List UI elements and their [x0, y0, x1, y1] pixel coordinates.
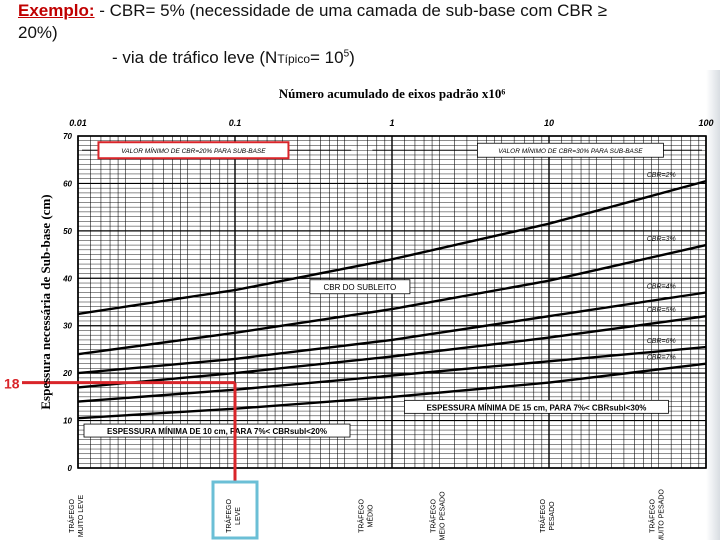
x-tick-label: 100	[698, 118, 713, 128]
min-cbr-left-box	[97, 141, 290, 160]
traffic-category-top: TRÁFEGO	[357, 499, 366, 533]
y-tick-label: 20	[62, 369, 72, 378]
y-tick-label: 30	[63, 322, 72, 331]
cbr-curves: CBR=2% CBR=3% CBR=4% CBR=5% CBR=6% CBR=7%	[77, 172, 707, 420]
curve-label: CBR=3%	[647, 236, 676, 243]
min-thickness-right-box	[404, 399, 669, 414]
traffic-category-top: TRÁFEGO	[67, 499, 76, 533]
curve-line	[77, 291, 707, 375]
subgrade-label: CBR DO SUBLEITO	[324, 283, 397, 292]
traffic-category-top: TRÁFEGO	[648, 499, 657, 533]
traffic-category: TRÁFEGO MUITO PESADO	[648, 489, 666, 540]
curve-label: CBR=2%	[647, 172, 676, 179]
slide-header: Exemplo: - CBR= 5% (necessidade de uma c…	[18, 0, 718, 44]
chart-title: Número acumulado de eixos padrão x10⁶	[279, 86, 506, 101]
min-cbr-left-label: VALOR MÍNIMO DE CBR=20% PARA SUB-BASE	[121, 146, 266, 155]
example-label: Exemplo:	[18, 1, 95, 20]
curve-line	[77, 362, 707, 420]
traffic-category-bottom: MUITO PESADO	[659, 489, 666, 540]
sub-prefix: - via de tráfico leve (N	[112, 48, 278, 67]
traffic-category-bottom: MÉDIO	[366, 504, 375, 528]
min-thickness-left-label: ESPESSURA MÍNIMA DE 10 cm, PARA 7%< CBRs…	[107, 427, 327, 436]
chart-grid	[77, 135, 707, 469]
traffic-category-bottom: LEVE	[235, 507, 242, 525]
y-tick-label: 60	[63, 179, 72, 188]
sub-close: )	[349, 48, 355, 67]
y-tick-label: 0	[68, 464, 73, 473]
x-tick-label: 0.01	[69, 118, 87, 128]
curve-label: CBR=4%	[647, 284, 676, 291]
example-text: - CBR= 5% (necessidade de uma camada de …	[94, 1, 608, 20]
plot-frame	[77, 135, 707, 469]
traffic-subtitle: - via de tráfico leve (NTípico= 105)	[112, 48, 355, 68]
sub-small: Típico	[277, 52, 311, 66]
chart-annotations: CBR DO SUBLEITO VALOR MÍNIMO DE CBR=20% P…	[4, 141, 702, 540]
y-axis-label: Espessura necessária de Sub-base (cm)	[38, 194, 53, 409]
min-thickness-right-label: ESPESSURA MÍNIMA DE 15 cm, PARA 7%< CBRs…	[426, 403, 646, 412]
x-tick-label: 10	[544, 118, 554, 128]
traffic-category: TRÁFEGO MÉDIO	[357, 499, 375, 533]
curve-line	[77, 345, 707, 403]
curve-line	[77, 179, 707, 316]
marker-value-label: 18	[4, 376, 20, 392]
traffic-category-top: TRÁFEGO	[224, 499, 233, 533]
traffic-category: TRÁFEGO MEIO PESADO	[428, 491, 446, 540]
min-cbr-right-box	[477, 142, 664, 158]
example-text-line2: 20%)	[18, 23, 58, 42]
curve-label: CBR=7%	[647, 355, 676, 362]
chart-labels: Número acumulado de eixos padrão x10⁶ 0.0…	[38, 86, 714, 540]
subbase-thickness-chart: CBR=2% CBR=3% CBR=4% CBR=5% CBR=6% CBR=7% CBR…	[4, 86, 714, 540]
subgrade-label-box	[309, 279, 411, 295]
traffic-category-top: TRÁFEGO	[428, 499, 437, 533]
traffic-category-top: TRÁFEGO	[538, 499, 547, 533]
traffic-category-bottom: PESADO	[549, 501, 556, 531]
light-traffic-highlight-box	[211, 480, 259, 540]
sub-eq: = 10	[310, 48, 344, 67]
min-thickness-left-box	[83, 423, 351, 438]
sub-sup: 5	[343, 48, 350, 60]
traffic-category: TRÁFEGO LEVE	[224, 499, 242, 533]
traffic-category-bottom: MEIO PESADO	[439, 491, 446, 540]
curve-line	[77, 315, 707, 389]
curve-line	[77, 243, 707, 356]
traffic-category: TRÁFEGO MUITO LEVE	[67, 495, 85, 538]
y-tick-label: 50	[63, 227, 72, 236]
slide-edge-decoration	[706, 70, 720, 540]
curve-label: CBR=6%	[647, 338, 676, 345]
y-tick-label: 70	[63, 132, 72, 141]
y-tick-label: 40	[62, 274, 72, 283]
x-tick-label: 0.1	[229, 118, 242, 128]
traffic-category-bottom: MUITO LEVE	[78, 495, 85, 538]
min-cbr-right-label: VALOR MÍNIMO DE CBR=30% PARA SUB-BASE	[498, 146, 643, 155]
curve-label: CBR=5%	[647, 307, 676, 314]
traffic-category: TRÁFEGO PESADO	[538, 499, 556, 533]
x-tick-label: 1	[389, 118, 394, 128]
y-tick-label: 10	[63, 417, 72, 426]
